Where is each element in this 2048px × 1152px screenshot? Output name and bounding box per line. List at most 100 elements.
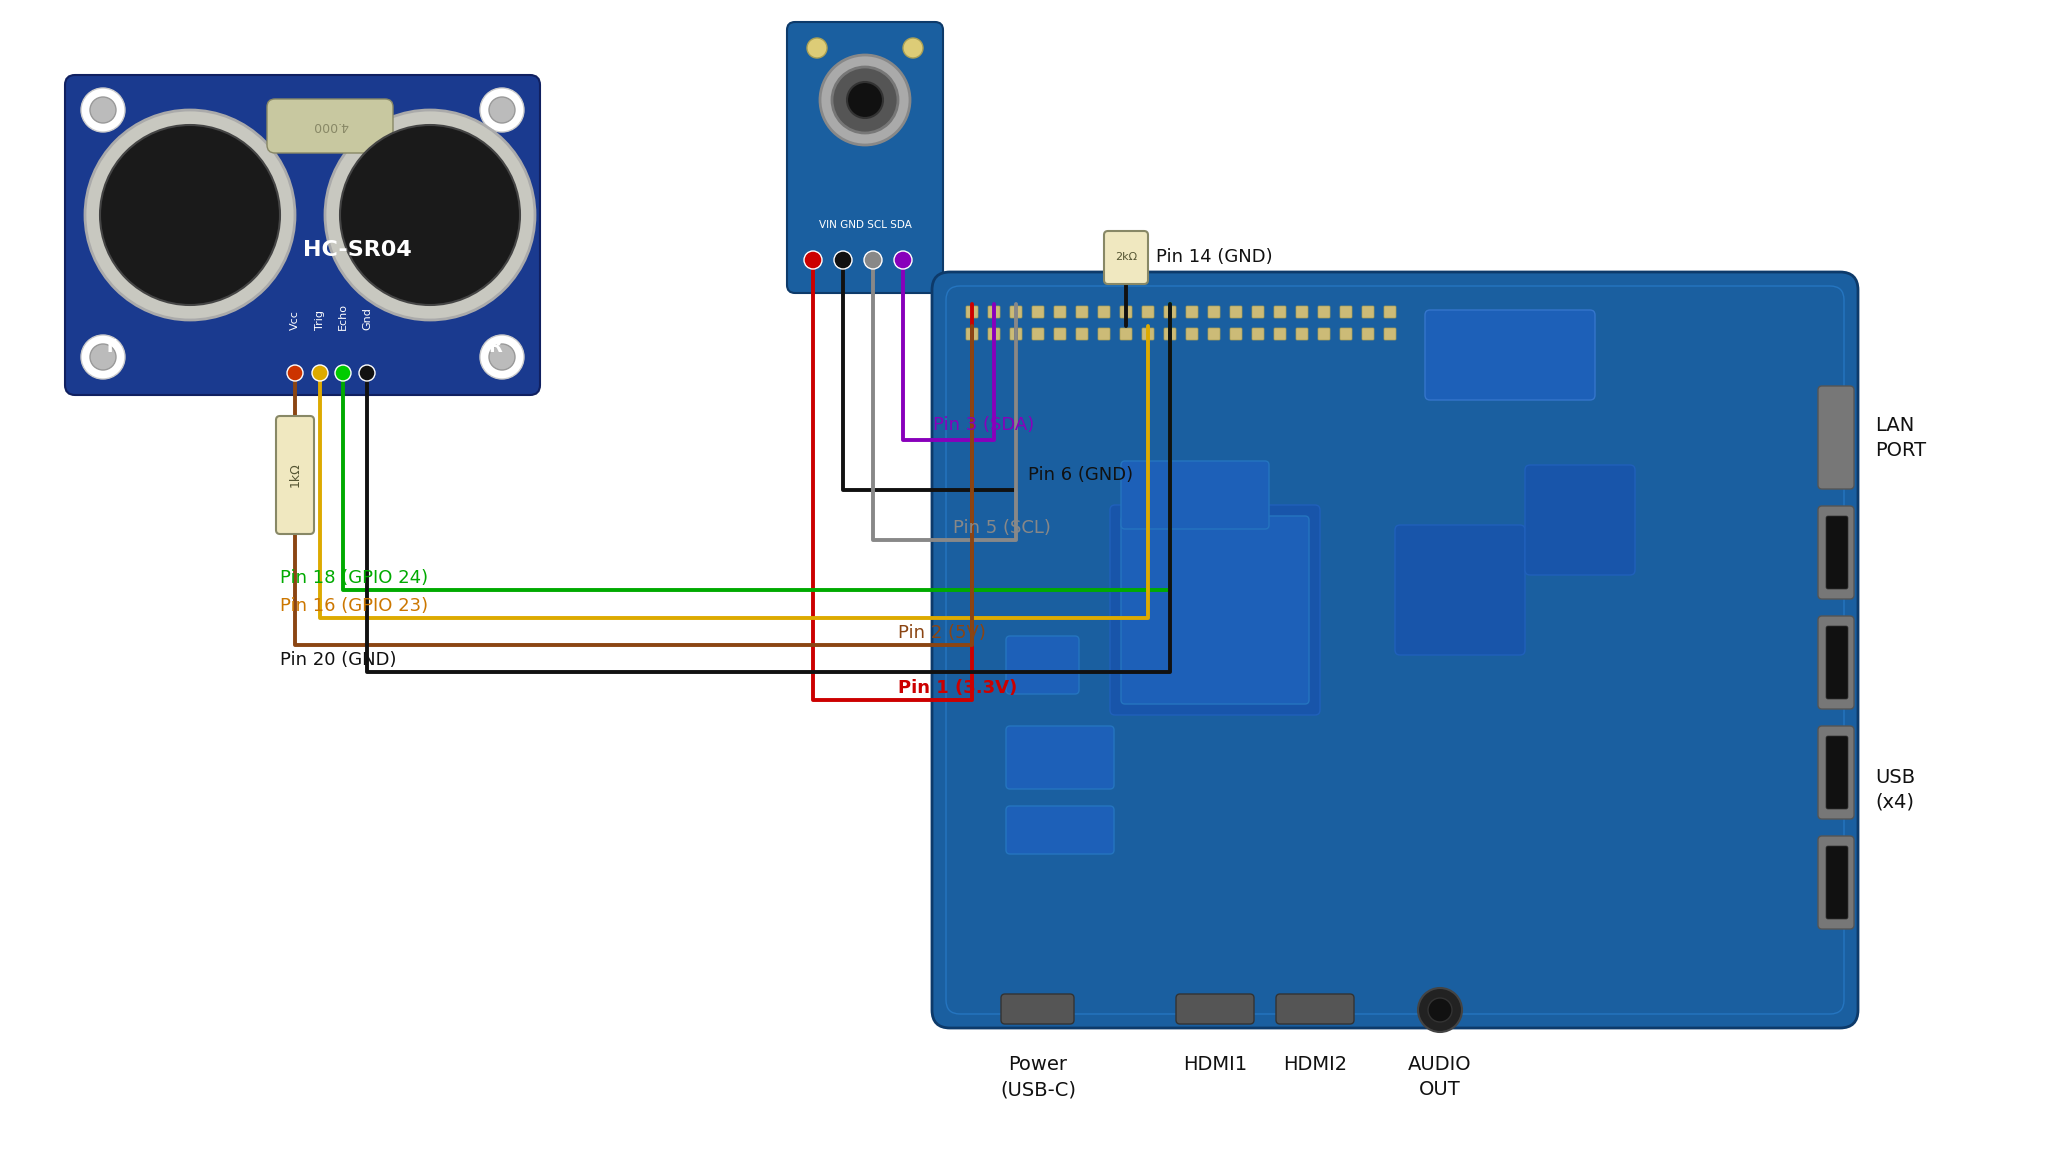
FancyBboxPatch shape (1827, 736, 1847, 809)
Circle shape (807, 38, 827, 58)
Text: Pin 16 (GPIO 23): Pin 16 (GPIO 23) (281, 597, 428, 615)
FancyBboxPatch shape (1186, 306, 1198, 318)
Text: HDMI2: HDMI2 (1282, 1055, 1348, 1074)
FancyBboxPatch shape (1006, 636, 1079, 694)
Text: T: T (104, 338, 117, 356)
Text: Vcc: Vcc (291, 310, 299, 329)
FancyBboxPatch shape (276, 416, 313, 535)
Circle shape (287, 365, 303, 381)
Circle shape (100, 126, 281, 305)
Text: LAN
PORT: LAN PORT (1876, 416, 1925, 460)
Text: Power
(USB-C): Power (USB-C) (999, 1055, 1075, 1099)
FancyBboxPatch shape (1055, 306, 1067, 318)
FancyBboxPatch shape (1827, 626, 1847, 699)
Circle shape (90, 97, 117, 123)
Circle shape (82, 335, 125, 379)
FancyBboxPatch shape (987, 328, 999, 340)
FancyBboxPatch shape (1425, 310, 1595, 400)
FancyBboxPatch shape (1296, 328, 1309, 340)
FancyBboxPatch shape (1827, 516, 1847, 589)
FancyBboxPatch shape (1384, 328, 1397, 340)
FancyBboxPatch shape (1296, 306, 1309, 318)
Text: Pin 20 (GND): Pin 20 (GND) (281, 651, 397, 669)
Text: HC-SR04: HC-SR04 (303, 240, 412, 260)
FancyBboxPatch shape (1143, 328, 1153, 340)
Circle shape (479, 88, 524, 132)
Circle shape (1417, 988, 1462, 1032)
Text: Pin 18 (GPIO 24): Pin 18 (GPIO 24) (281, 569, 428, 588)
FancyBboxPatch shape (1274, 328, 1286, 340)
Text: Pin 1 (3.3V): Pin 1 (3.3V) (897, 679, 1018, 697)
FancyBboxPatch shape (1120, 306, 1133, 318)
FancyBboxPatch shape (1120, 516, 1309, 704)
Circle shape (831, 67, 897, 132)
FancyBboxPatch shape (1120, 461, 1270, 529)
FancyBboxPatch shape (1276, 994, 1354, 1024)
FancyBboxPatch shape (1010, 328, 1022, 340)
FancyBboxPatch shape (1098, 328, 1110, 340)
Text: Echo: Echo (338, 303, 348, 329)
FancyBboxPatch shape (1231, 306, 1241, 318)
FancyBboxPatch shape (1362, 306, 1374, 318)
Text: AUDIO
OUT: AUDIO OUT (1409, 1055, 1473, 1099)
Text: Pin 6 (GND): Pin 6 (GND) (1028, 467, 1133, 484)
FancyBboxPatch shape (1251, 328, 1264, 340)
Text: 4.000: 4.000 (311, 120, 348, 132)
FancyBboxPatch shape (1010, 306, 1022, 318)
FancyBboxPatch shape (1208, 306, 1221, 318)
FancyBboxPatch shape (1339, 328, 1352, 340)
FancyBboxPatch shape (1104, 232, 1149, 285)
FancyBboxPatch shape (1032, 328, 1044, 340)
FancyBboxPatch shape (1319, 306, 1329, 318)
Circle shape (1427, 998, 1452, 1022)
FancyBboxPatch shape (1819, 616, 1853, 708)
FancyBboxPatch shape (1163, 306, 1176, 318)
Text: 1kΩ: 1kΩ (289, 463, 301, 487)
Circle shape (489, 97, 514, 123)
FancyBboxPatch shape (1208, 328, 1221, 340)
Circle shape (326, 109, 535, 320)
FancyBboxPatch shape (932, 272, 1858, 1028)
Circle shape (90, 344, 117, 370)
FancyBboxPatch shape (1384, 306, 1397, 318)
FancyBboxPatch shape (1006, 726, 1114, 789)
FancyBboxPatch shape (1075, 306, 1087, 318)
FancyBboxPatch shape (1110, 505, 1321, 715)
Circle shape (819, 55, 909, 145)
Circle shape (311, 365, 328, 381)
Text: Trig: Trig (315, 310, 326, 329)
Circle shape (848, 82, 883, 118)
FancyBboxPatch shape (967, 328, 979, 340)
Text: R: R (487, 338, 502, 356)
Circle shape (340, 126, 520, 305)
FancyBboxPatch shape (1120, 328, 1133, 340)
Text: Pin 5 (SCL): Pin 5 (SCL) (952, 520, 1051, 537)
FancyBboxPatch shape (1274, 306, 1286, 318)
FancyBboxPatch shape (1055, 328, 1067, 340)
Circle shape (834, 251, 852, 270)
Circle shape (489, 344, 514, 370)
Text: HDMI1: HDMI1 (1184, 1055, 1247, 1074)
FancyBboxPatch shape (786, 22, 942, 293)
FancyBboxPatch shape (1251, 306, 1264, 318)
Circle shape (82, 88, 125, 132)
FancyBboxPatch shape (66, 75, 541, 395)
Text: 2kΩ: 2kΩ (1114, 252, 1137, 263)
FancyBboxPatch shape (1143, 306, 1153, 318)
Text: Gnd: Gnd (362, 308, 373, 329)
Circle shape (903, 38, 924, 58)
Text: VIN GND SCL SDA: VIN GND SCL SDA (819, 220, 911, 230)
Circle shape (805, 251, 821, 270)
FancyBboxPatch shape (1819, 386, 1853, 488)
Text: Pin 3 (SDA): Pin 3 (SDA) (934, 416, 1034, 434)
FancyBboxPatch shape (1006, 806, 1114, 854)
FancyBboxPatch shape (1819, 506, 1853, 599)
Circle shape (86, 109, 295, 320)
FancyBboxPatch shape (1339, 306, 1352, 318)
FancyBboxPatch shape (1001, 994, 1073, 1024)
FancyBboxPatch shape (1319, 328, 1329, 340)
FancyBboxPatch shape (1032, 306, 1044, 318)
FancyBboxPatch shape (1231, 328, 1241, 340)
Text: USB
(x4): USB (x4) (1876, 768, 1915, 812)
FancyBboxPatch shape (1186, 328, 1198, 340)
